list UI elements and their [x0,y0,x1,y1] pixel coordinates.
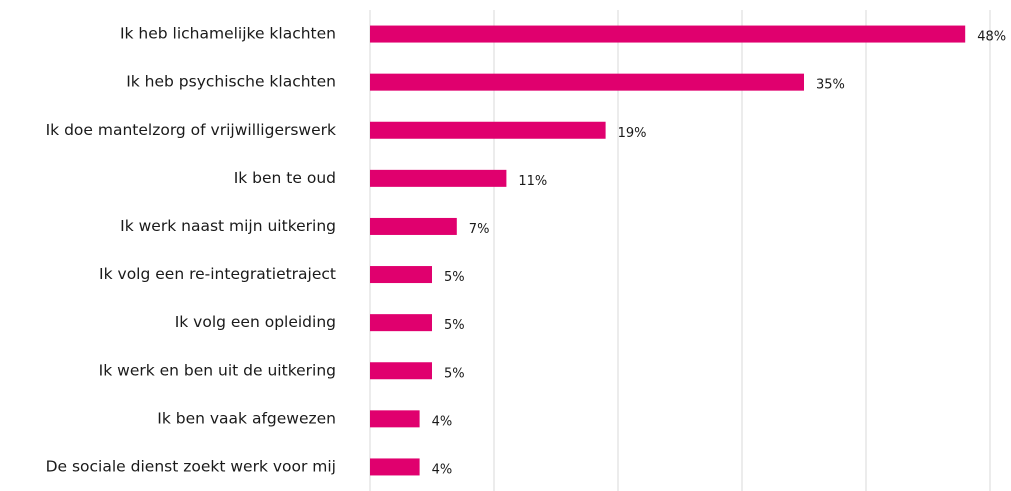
bar [370,458,420,476]
bar [370,410,420,428]
value-label: 5% [444,366,465,381]
category-label: Ik volg een opleiding [175,313,336,331]
bar [370,217,457,235]
value-label: 5% [444,270,465,285]
bar [370,314,432,332]
category-label: Ik volg een re-integratietraject [99,265,336,283]
value-label: 4% [432,462,453,477]
value-label: 11% [518,174,547,189]
category-label: Ik ben te oud [234,169,336,187]
category-label: De sociale dienst zoekt werk voor mij [46,457,336,475]
value-label: 35% [816,78,845,93]
category-label: Ik heb lichamelijke klachten [120,25,336,43]
bar [370,169,507,187]
bar [370,73,804,91]
category-label: Ik werk en ben uit de uitkering [99,361,336,379]
value-label: 7% [469,222,490,237]
value-label: 5% [444,318,465,333]
value-label: 48% [977,30,1006,45]
category-label: Ik ben vaak afgewezen [157,409,336,427]
value-label: 19% [618,126,647,141]
bar [370,266,432,284]
bar [370,121,606,139]
category-label: Ik heb psychische klachten [126,73,336,91]
category-label: Ik doe mantelzorg of vrijwilligerswerk [46,121,336,139]
value-label: 4% [432,414,453,429]
bar [370,25,966,43]
category-label: Ik werk naast mijn uitkering [120,217,336,235]
bar [370,362,432,380]
